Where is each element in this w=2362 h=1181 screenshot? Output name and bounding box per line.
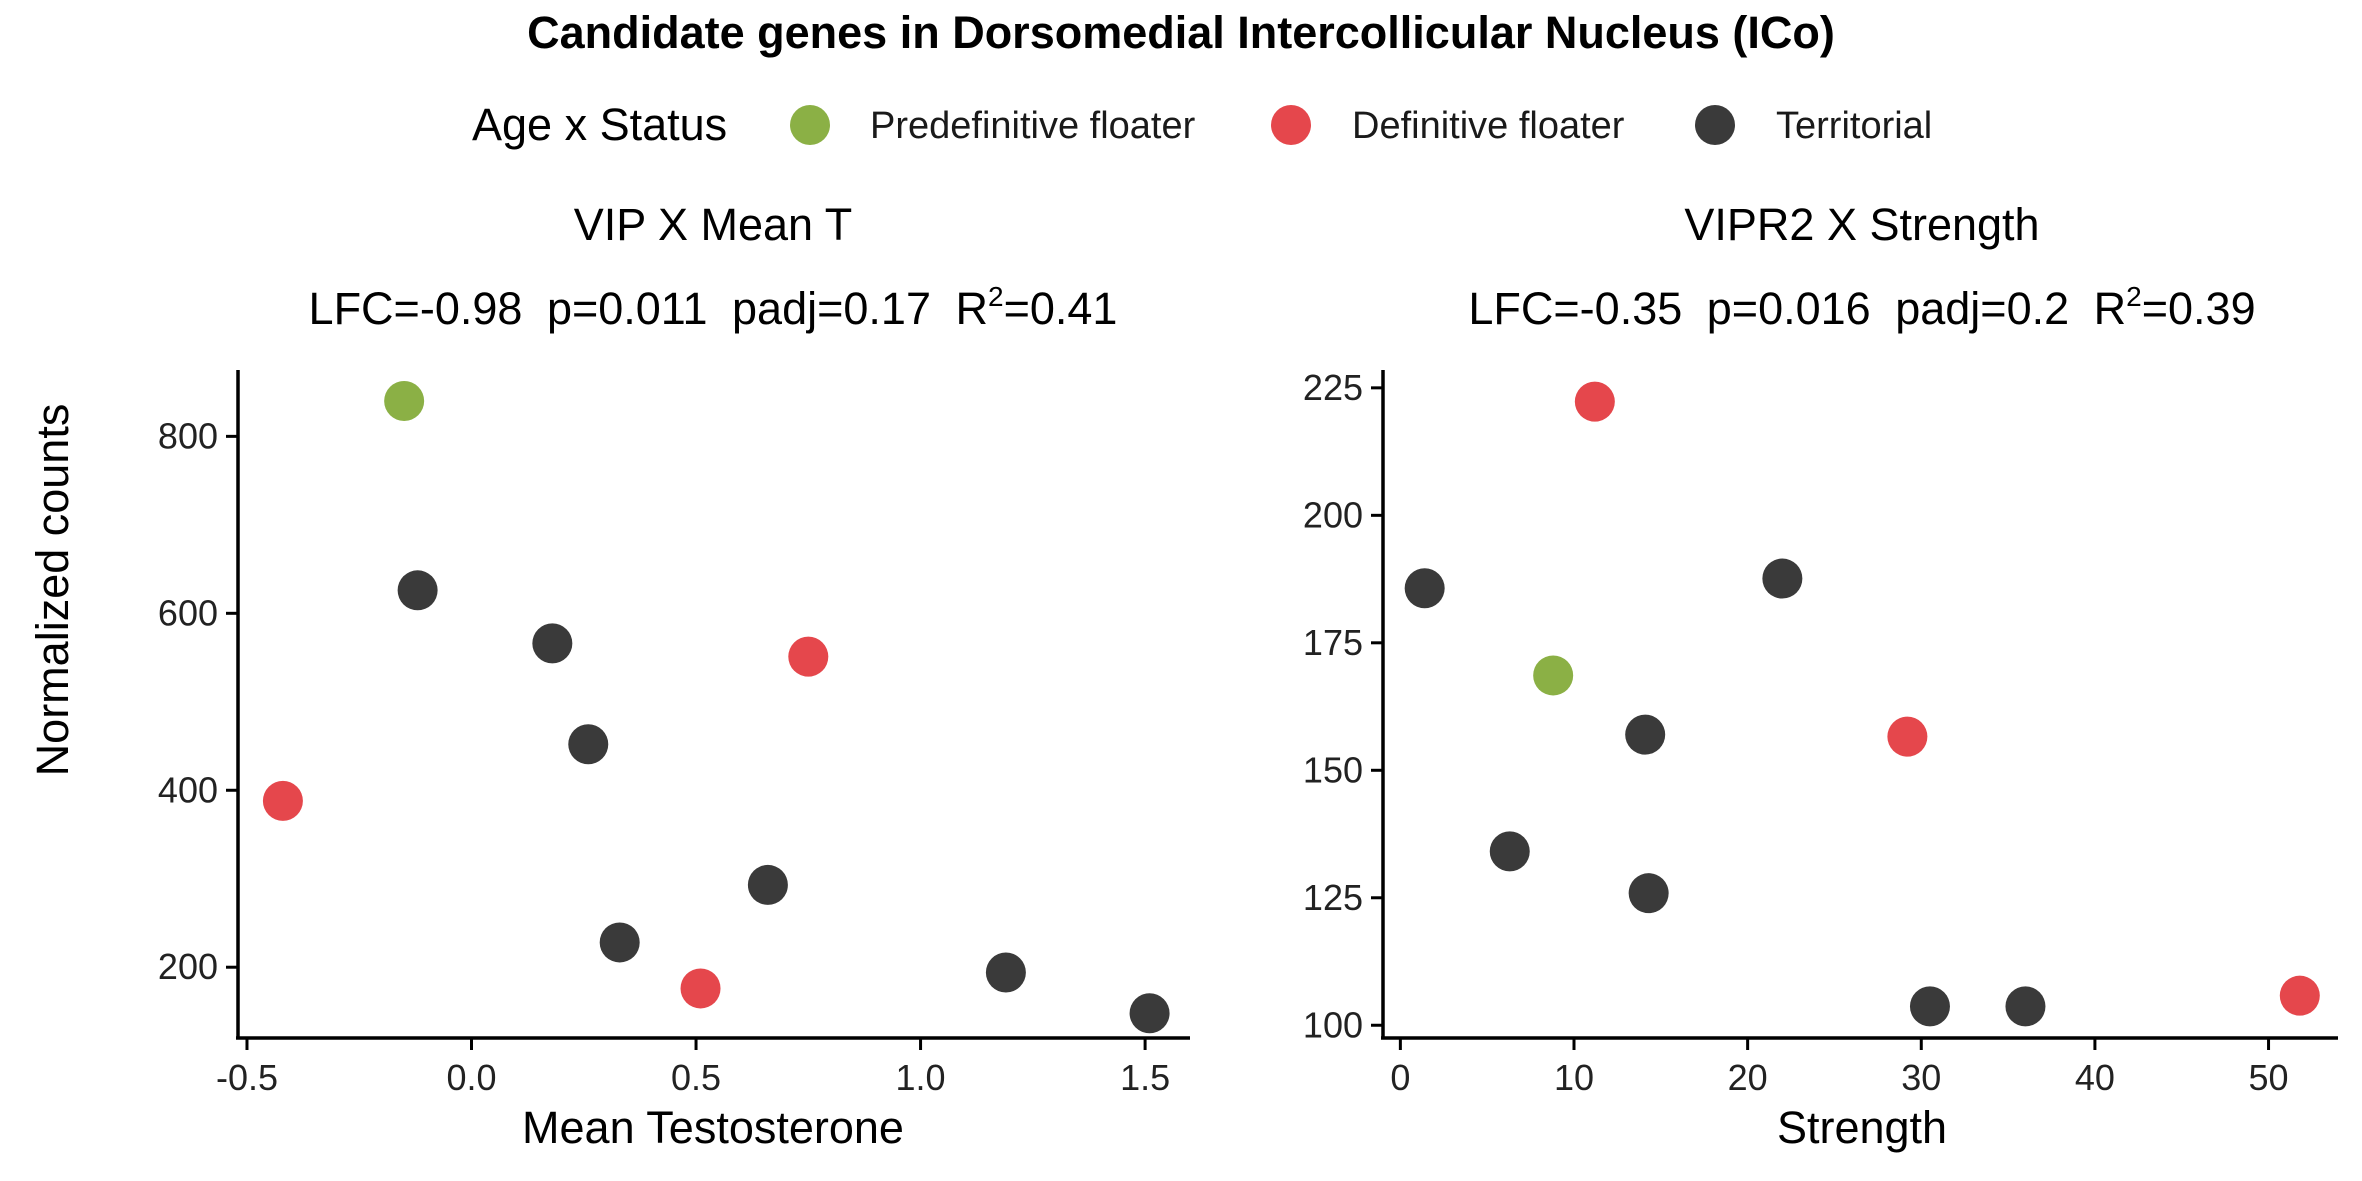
x-tick-label-vip: -0.5 [216, 1057, 278, 1098]
panel-stats-vipr2: LFC=-0.35 p=0.016 padj=0.2 R2=0.39 [1468, 281, 2255, 334]
panel-stats-vip: LFC=-0.98 p=0.011 padj=0.17 R2=0.41 [309, 281, 1118, 334]
legend-label-predefinitive: Predefinitive floater [870, 105, 1196, 147]
y-tick-label-vipr2: 175 [1303, 622, 1363, 663]
x-tick-label-vip: 0.5 [671, 1057, 721, 1098]
data-point-vipr2 [1628, 873, 1669, 914]
panel-title-vipr2: VIPR2 X Strength [1684, 199, 2039, 250]
stat-p-vipr2: p=0.016 [1707, 283, 1871, 334]
y-tick-label-vipr2: 150 [1303, 749, 1363, 790]
x-tick-label-vipr2: 10 [1554, 1057, 1594, 1098]
stat-r-sup-vipr2: 2 [2126, 281, 2142, 312]
stat-padj-vipr2: padj=0.2 [1895, 283, 2069, 334]
y-tick-label-vip: 200 [158, 946, 218, 987]
y-tick-label-vipr2: 100 [1303, 1004, 1363, 1045]
y-tick-label-vipr2: 200 [1303, 494, 1363, 535]
data-point-vipr2 [1489, 831, 1530, 872]
stat-lfc-vip: LFC=-0.98 [309, 283, 523, 334]
legend-label-territorial: Territorial [1776, 105, 1932, 147]
legend-marker-definitive [1271, 105, 1311, 145]
data-point-vipr2 [1625, 714, 1666, 755]
stat-r-vip: R [956, 283, 989, 334]
data-point-vipr2 [1887, 716, 1928, 757]
x-tick-label-vip: 0.0 [446, 1057, 496, 1098]
stat-r-sup-vip: 2 [988, 281, 1004, 312]
panel-vipr2-strength: VIPR2 X Strength LFC=-0.35 p=0.016 padj=… [1303, 199, 2338, 1153]
chart-title: Candidate genes in Dorsomedial Intercoll… [527, 7, 1835, 58]
y-tick-label-vipr2: 125 [1303, 877, 1363, 918]
data-point-vip [568, 724, 609, 765]
stat-r-value-vip: =0.41 [1004, 283, 1118, 334]
stat-r-vipr2: R [2094, 283, 2127, 334]
panel-title-vip: VIP X Mean T [574, 199, 852, 250]
data-point-vip [1129, 993, 1170, 1034]
x-axis-title-vip: Mean Testosterone [522, 1102, 904, 1153]
data-point-vipr2 [1404, 568, 1445, 609]
y-tick-label-vip: 400 [158, 769, 218, 810]
data-point-vip [599, 922, 640, 963]
legend-marker-predefinitive [790, 105, 830, 145]
data-point-vip [747, 864, 788, 905]
y-tick-label-vipr2: 225 [1303, 367, 1363, 408]
data-point-vip [384, 380, 425, 421]
data-point-vip [397, 570, 438, 611]
data-point-vip [788, 636, 829, 677]
legend-label-definitive: Definitive floater [1352, 105, 1625, 147]
data-point-vipr2 [1909, 986, 1950, 1027]
stat-lfc-vipr2: LFC=-0.35 [1468, 283, 1682, 334]
stat-p-vip: p=0.011 [547, 283, 708, 334]
stat-padj-vip: padj=0.17 [732, 283, 931, 334]
x-tick-label-vip: 1.5 [1120, 1057, 1170, 1098]
x-tick-label-vip: 1.0 [896, 1057, 946, 1098]
stat-r-value-vipr2: =0.39 [2142, 283, 2256, 334]
panel-vip-mean-t: VIP X Mean T LFC=-0.98 p=0.011 padj=0.17… [27, 199, 1190, 1153]
data-point-vipr2 [1574, 381, 1615, 422]
x-tick-label-vipr2: 0 [1390, 1057, 1410, 1098]
x-tick-label-vipr2: 40 [2075, 1057, 2115, 1098]
x-tick-label-vipr2: 20 [1728, 1057, 1768, 1098]
legend: Age x Status Predefinitive floater Defin… [472, 99, 1932, 150]
y-axis-title: Normalized counts [27, 404, 78, 777]
x-tick-label-vipr2: 50 [2249, 1057, 2289, 1098]
data-point-vipr2 [2005, 986, 2046, 1027]
data-point-vip [532, 623, 573, 664]
y-tick-label-vip: 600 [158, 592, 218, 633]
y-tick-label-vip: 800 [158, 415, 218, 456]
legend-marker-territorial [1695, 105, 1735, 145]
legend-title: Age x Status [472, 99, 727, 150]
data-point-vipr2 [2279, 975, 2320, 1016]
data-point-vipr2 [1762, 558, 1803, 599]
x-axis-title-vipr2: Strength [1777, 1102, 1947, 1153]
data-point-vip [985, 952, 1026, 993]
data-point-vip [262, 780, 303, 821]
x-tick-label-vipr2: 30 [1901, 1057, 1941, 1098]
data-point-vipr2 [1533, 655, 1574, 696]
data-point-vip [680, 968, 721, 1009]
